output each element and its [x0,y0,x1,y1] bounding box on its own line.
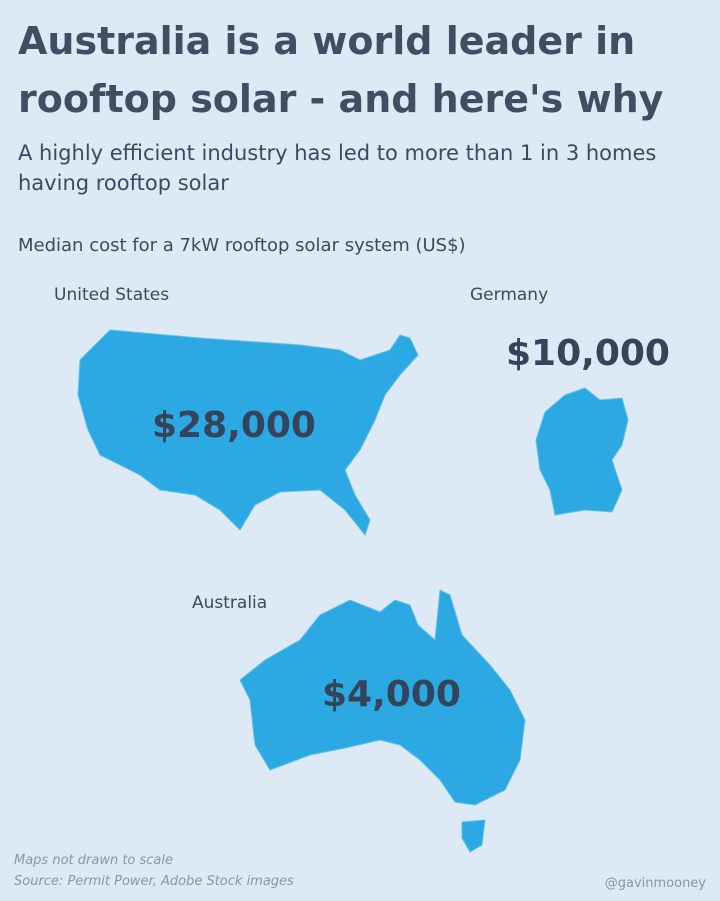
country-name: Germany [470,285,549,305]
country-name: United States [54,285,170,305]
tasmania-map [461,819,486,853]
credit: @gavinmooney [604,876,706,891]
country-cost: $10,000 [506,333,670,374]
country-name: Australia [192,593,268,613]
germany-map [535,387,629,516]
us-map [77,329,419,537]
title: Australia is a world leader in rooftop s… [18,19,664,121]
map-label: Median cost for a 7kW rooftop solar syst… [18,235,466,256]
subtitle: A highly efficient industry has led to m… [18,141,657,195]
country-cost: $28,000 [152,405,316,446]
source: Source: Permit Power, Adobe Stock images [14,874,294,889]
country-cost: $4,000 [322,674,461,715]
australia-map [239,589,526,806]
note: Maps not drawn to scale [14,853,174,868]
